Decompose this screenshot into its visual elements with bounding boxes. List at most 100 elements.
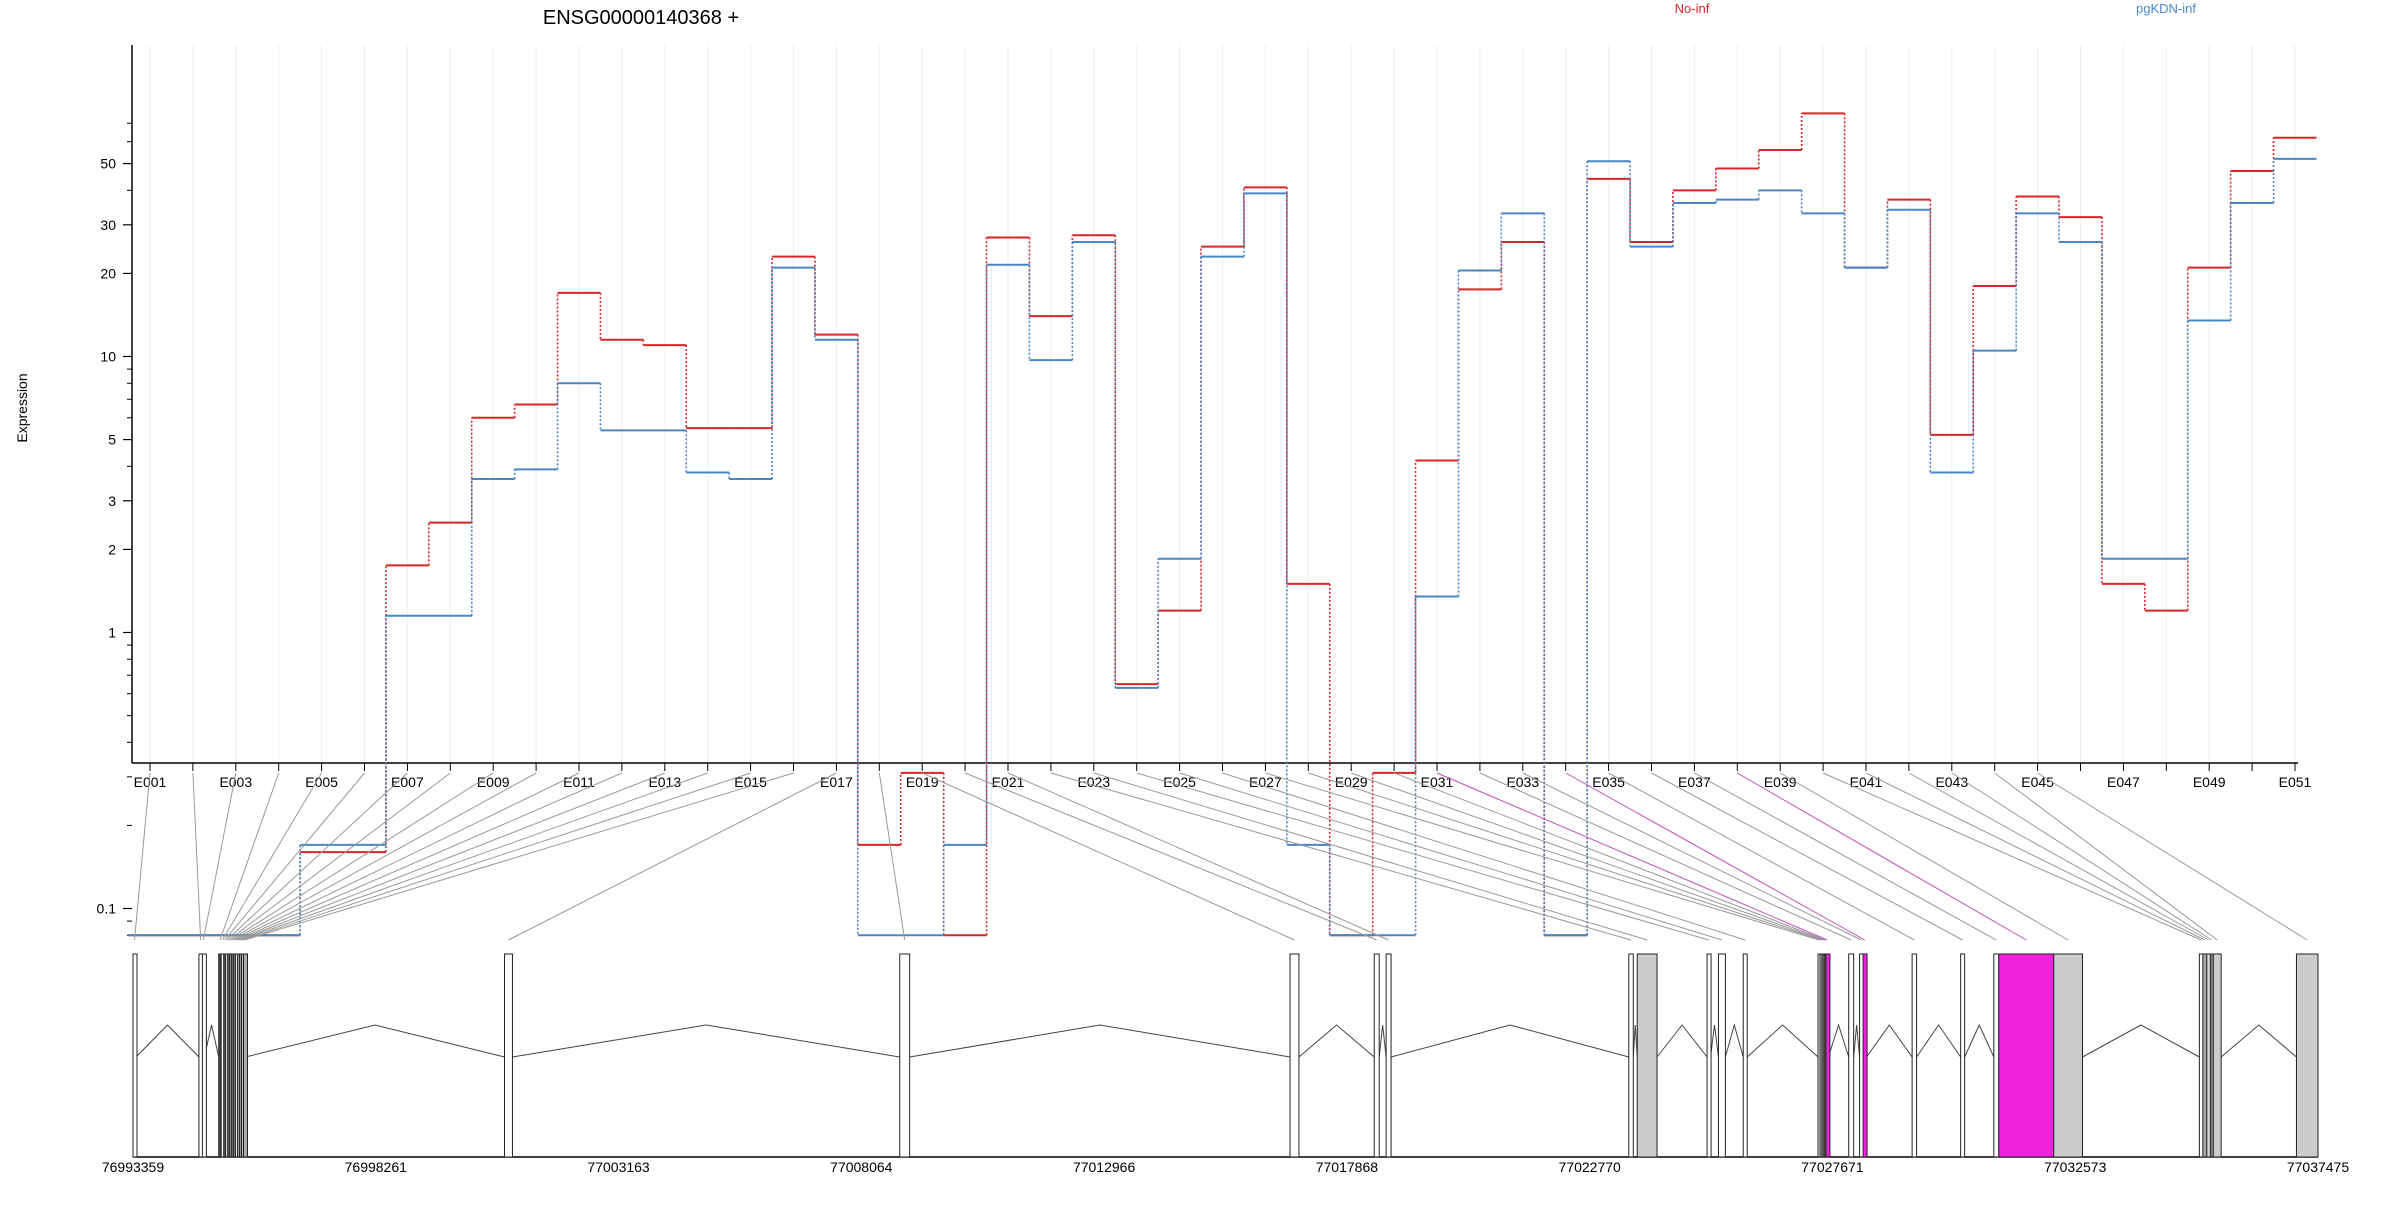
exon-box-e025 bbox=[1718, 954, 1725, 1157]
intron-line bbox=[1391, 1025, 1629, 1057]
exon-box-e041 bbox=[2203, 954, 2207, 1157]
exon-box-e036 bbox=[1961, 954, 1965, 1157]
exon-mapping-line bbox=[1909, 773, 2209, 940]
exon-mapping-line bbox=[222, 773, 321, 940]
x-tick-label: E031 bbox=[1421, 774, 1454, 790]
exon-box-e032 bbox=[1849, 954, 1854, 1157]
exon-track: 76993359 76998261 77003163 77008064 77012966… bbox=[102, 773, 2350, 1175]
x-tick-label: E003 bbox=[219, 774, 252, 790]
exon-box-e045 bbox=[2296, 954, 2318, 1157]
genomic-tick-label: 77027671 bbox=[1801, 1159, 1864, 1175]
exon-mapping-line bbox=[1995, 773, 2218, 940]
y-tick-label: 3 bbox=[108, 493, 116, 509]
intron-line bbox=[910, 1025, 1290, 1057]
genomic-tick-label: 77032573 bbox=[2044, 1159, 2107, 1175]
genomic-tick-label: 77017868 bbox=[1316, 1159, 1379, 1175]
x-tick-label: E035 bbox=[1592, 774, 1625, 790]
exon-box-e019 bbox=[1290, 954, 1299, 1157]
genomic-tick-label: 76998261 bbox=[345, 1159, 408, 1175]
exon-box-e001 bbox=[133, 954, 137, 1157]
y-tick-label: 50 bbox=[100, 156, 116, 172]
x-tick-label: E047 bbox=[2107, 774, 2140, 790]
exon-mapping-line bbox=[244, 773, 793, 940]
y-axis-label: Expression bbox=[14, 373, 30, 442]
exon-box-e016 bbox=[243, 954, 247, 1157]
y-tick-label: 0.1 bbox=[97, 901, 117, 917]
x-tick-label: E045 bbox=[2021, 774, 2054, 790]
exon-box-e031 bbox=[1826, 954, 1830, 1157]
genomic-tick-label: 77008064 bbox=[830, 1159, 893, 1175]
exon-box-e022 bbox=[1629, 954, 1633, 1157]
exon-box-e017 bbox=[505, 954, 513, 1157]
intron-line bbox=[1633, 1025, 1637, 1057]
intron-line bbox=[2082, 1025, 2199, 1057]
y-tick-label: 2 bbox=[108, 541, 116, 557]
exon-mapping-line bbox=[135, 773, 150, 940]
exon-mapping-line bbox=[239, 773, 665, 940]
intron-line bbox=[1965, 1025, 1994, 1057]
exon-mapping-line bbox=[235, 773, 579, 940]
intron-line bbox=[1711, 1025, 1719, 1057]
x-tick-label: E037 bbox=[1678, 774, 1711, 790]
exon-mapping-line bbox=[243, 773, 751, 940]
exon-mapping-line bbox=[879, 773, 904, 940]
genomic-tick-label: 77037475 bbox=[2287, 1159, 2350, 1175]
x-tick-label: E041 bbox=[1850, 774, 1883, 790]
exon-mapping-line bbox=[1394, 773, 1825, 940]
exon-mapping-line bbox=[227, 773, 408, 940]
intron-line bbox=[512, 1025, 899, 1057]
exon-mapping-line bbox=[1780, 773, 2068, 940]
intron-line bbox=[2221, 1025, 2296, 1057]
exon-box-e018 bbox=[900, 954, 910, 1157]
chart-title: ENSG00000140368 + bbox=[543, 7, 739, 29]
exon-mapping-line bbox=[1694, 773, 1996, 940]
intron-line bbox=[1299, 1025, 1374, 1057]
exon-box-e023 bbox=[1637, 954, 1657, 1157]
genomic-tick-label: 76993359 bbox=[102, 1159, 165, 1175]
intron-line bbox=[245, 1025, 504, 1057]
x-tick-label: E007 bbox=[391, 774, 424, 790]
intron-line bbox=[1854, 1025, 1860, 1057]
intron-line bbox=[1725, 1025, 1743, 1057]
y-tick-label: 10 bbox=[100, 349, 116, 365]
x-tick-label: E017 bbox=[820, 774, 853, 790]
exon-mapping-line bbox=[508, 773, 836, 940]
exon-box-e044 bbox=[2213, 954, 2221, 1157]
y-tick-label: 5 bbox=[108, 432, 116, 448]
x-tick-label: E005 bbox=[305, 774, 338, 790]
exon-box-e039 bbox=[2054, 954, 2083, 1157]
exon-box-e026 bbox=[1743, 954, 1747, 1157]
exon-mapping-line bbox=[1180, 773, 1722, 940]
exon-mapping-line bbox=[965, 773, 1377, 940]
genomic-tick-label: 77003163 bbox=[587, 1159, 650, 1175]
exon-box-e020 bbox=[1374, 954, 1379, 1157]
intron-line bbox=[136, 1025, 199, 1057]
exon-box-e024 bbox=[1707, 954, 1711, 1157]
genomic-tick-label: 77012966 bbox=[1073, 1159, 1136, 1175]
x-tick-label: E011 bbox=[563, 774, 595, 790]
intron-line bbox=[1379, 1025, 1386, 1057]
exon-mapping-line bbox=[1737, 773, 2026, 940]
exon-mapping-line bbox=[1008, 773, 1389, 940]
x-tick-label: E049 bbox=[2193, 774, 2226, 790]
x-tick-label: E013 bbox=[648, 774, 681, 790]
exon-mapping-line bbox=[1823, 773, 2201, 940]
exon-mapping-line bbox=[1523, 773, 1862, 940]
exon-mapping-line bbox=[1437, 773, 1827, 940]
legend-label-pgkdn-inf: pgKDN-inf bbox=[2136, 1, 2196, 16]
exon-mapping-line bbox=[1223, 773, 1746, 940]
exon-box-e034 bbox=[1863, 954, 1867, 1157]
exon-box-e037 bbox=[1994, 954, 1999, 1157]
y-tick-label: 1 bbox=[108, 625, 116, 641]
intron-line bbox=[1657, 1025, 1707, 1057]
exon-box-e035 bbox=[1912, 954, 1916, 1157]
x-tick-label: E021 bbox=[992, 774, 1025, 790]
genomic-tick-label: 77022770 bbox=[1559, 1159, 1622, 1175]
exon-box-e003 bbox=[202, 954, 206, 1157]
x-tick-label: E019 bbox=[906, 774, 939, 790]
legend-label-no-inf: No-inf bbox=[1675, 1, 1710, 16]
intron-line bbox=[1828, 1025, 1848, 1057]
